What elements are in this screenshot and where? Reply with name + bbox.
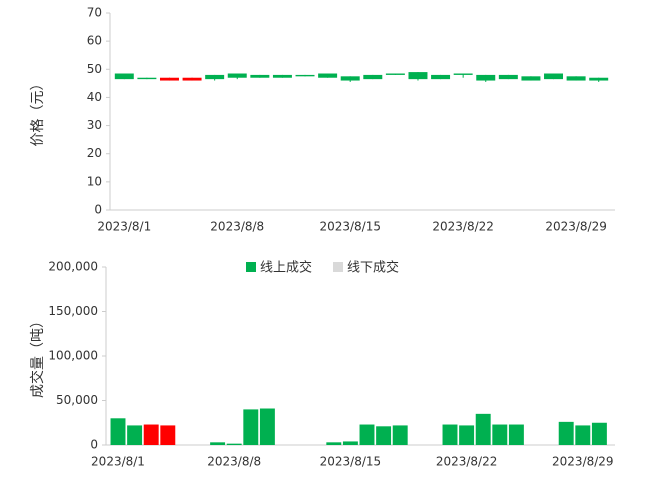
bar (591, 422, 607, 445)
candle-body (521, 76, 541, 81)
candle-body (431, 74, 451, 80)
candle-body (182, 77, 202, 81)
bar (210, 442, 226, 445)
bar (326, 442, 342, 445)
bar (127, 425, 143, 445)
bar (459, 425, 475, 445)
y-tick-label: 0 (94, 203, 102, 217)
candle-body (295, 74, 315, 77)
candle-body (498, 74, 518, 80)
bar (110, 418, 126, 445)
x-tick-label: 2023/8/8 (210, 220, 264, 234)
candle-body (544, 73, 564, 80)
bar (558, 421, 574, 445)
candle-body (385, 73, 405, 75)
y-tick-label: 10 (87, 174, 102, 188)
y-tick-label: 30 (87, 118, 102, 132)
legend-swatch (246, 262, 256, 272)
bar (442, 424, 458, 445)
bar (259, 408, 275, 445)
x-tick-label: 2023/8/22 (436, 455, 498, 469)
x-tick-label: 2023/8/29 (545, 220, 607, 234)
y-tick-label: 150,000 (48, 304, 98, 318)
candle-body (227, 73, 247, 78)
x-tick-label: 2023/8/29 (552, 455, 614, 469)
x-tick-label: 2023/8/15 (320, 455, 382, 469)
legend-label: 线上成交 (260, 260, 312, 276)
candle-body (408, 72, 428, 80)
y-tick-label: 70 (87, 6, 102, 20)
y-tick-label: 40 (87, 90, 102, 104)
candle-body (566, 76, 586, 81)
y-tick-label: 100,000 (48, 349, 98, 363)
candle-body (476, 74, 496, 81)
candle-body (453, 73, 473, 75)
bar (475, 413, 491, 445)
legend-swatch (333, 262, 343, 272)
x-tick-label: 2023/8/1 (97, 220, 151, 234)
bar (492, 424, 508, 445)
bar (226, 443, 242, 445)
y-tick-label: 20 (87, 146, 102, 160)
y-tick-label: 60 (87, 34, 102, 48)
bar (392, 425, 408, 445)
y-tick-label: 50 (87, 62, 102, 76)
candle-body (250, 74, 270, 78)
y-tick-label: 200,000 (48, 260, 98, 274)
candle-body (272, 74, 292, 78)
candle-body (363, 74, 383, 80)
bar (143, 424, 159, 445)
candle-body (159, 77, 179, 81)
bar (359, 424, 375, 445)
candle-body (589, 77, 609, 81)
candle-body (205, 74, 225, 80)
bar (160, 425, 176, 445)
y-tick-label: 50,000 (56, 393, 98, 407)
y-axis-label: 成交量（吨） (29, 314, 46, 398)
x-tick-label: 2023/8/8 (207, 455, 261, 469)
bar (575, 425, 591, 445)
candle-body (114, 73, 134, 80)
candle-body (340, 76, 360, 81)
x-tick-label: 2023/8/1 (91, 455, 145, 469)
legend-label: 线下成交 (347, 260, 399, 276)
candle-body (318, 73, 338, 78)
candle-body (137, 77, 157, 80)
bar (243, 409, 259, 445)
bar (376, 426, 392, 445)
y-tick-label: 0 (90, 438, 98, 452)
bar (508, 424, 524, 445)
y-axis-label: 价格（元） (30, 77, 46, 147)
bar (342, 441, 358, 445)
x-tick-label: 2023/8/15 (319, 220, 381, 234)
x-tick-label: 2023/8/22 (432, 220, 494, 234)
